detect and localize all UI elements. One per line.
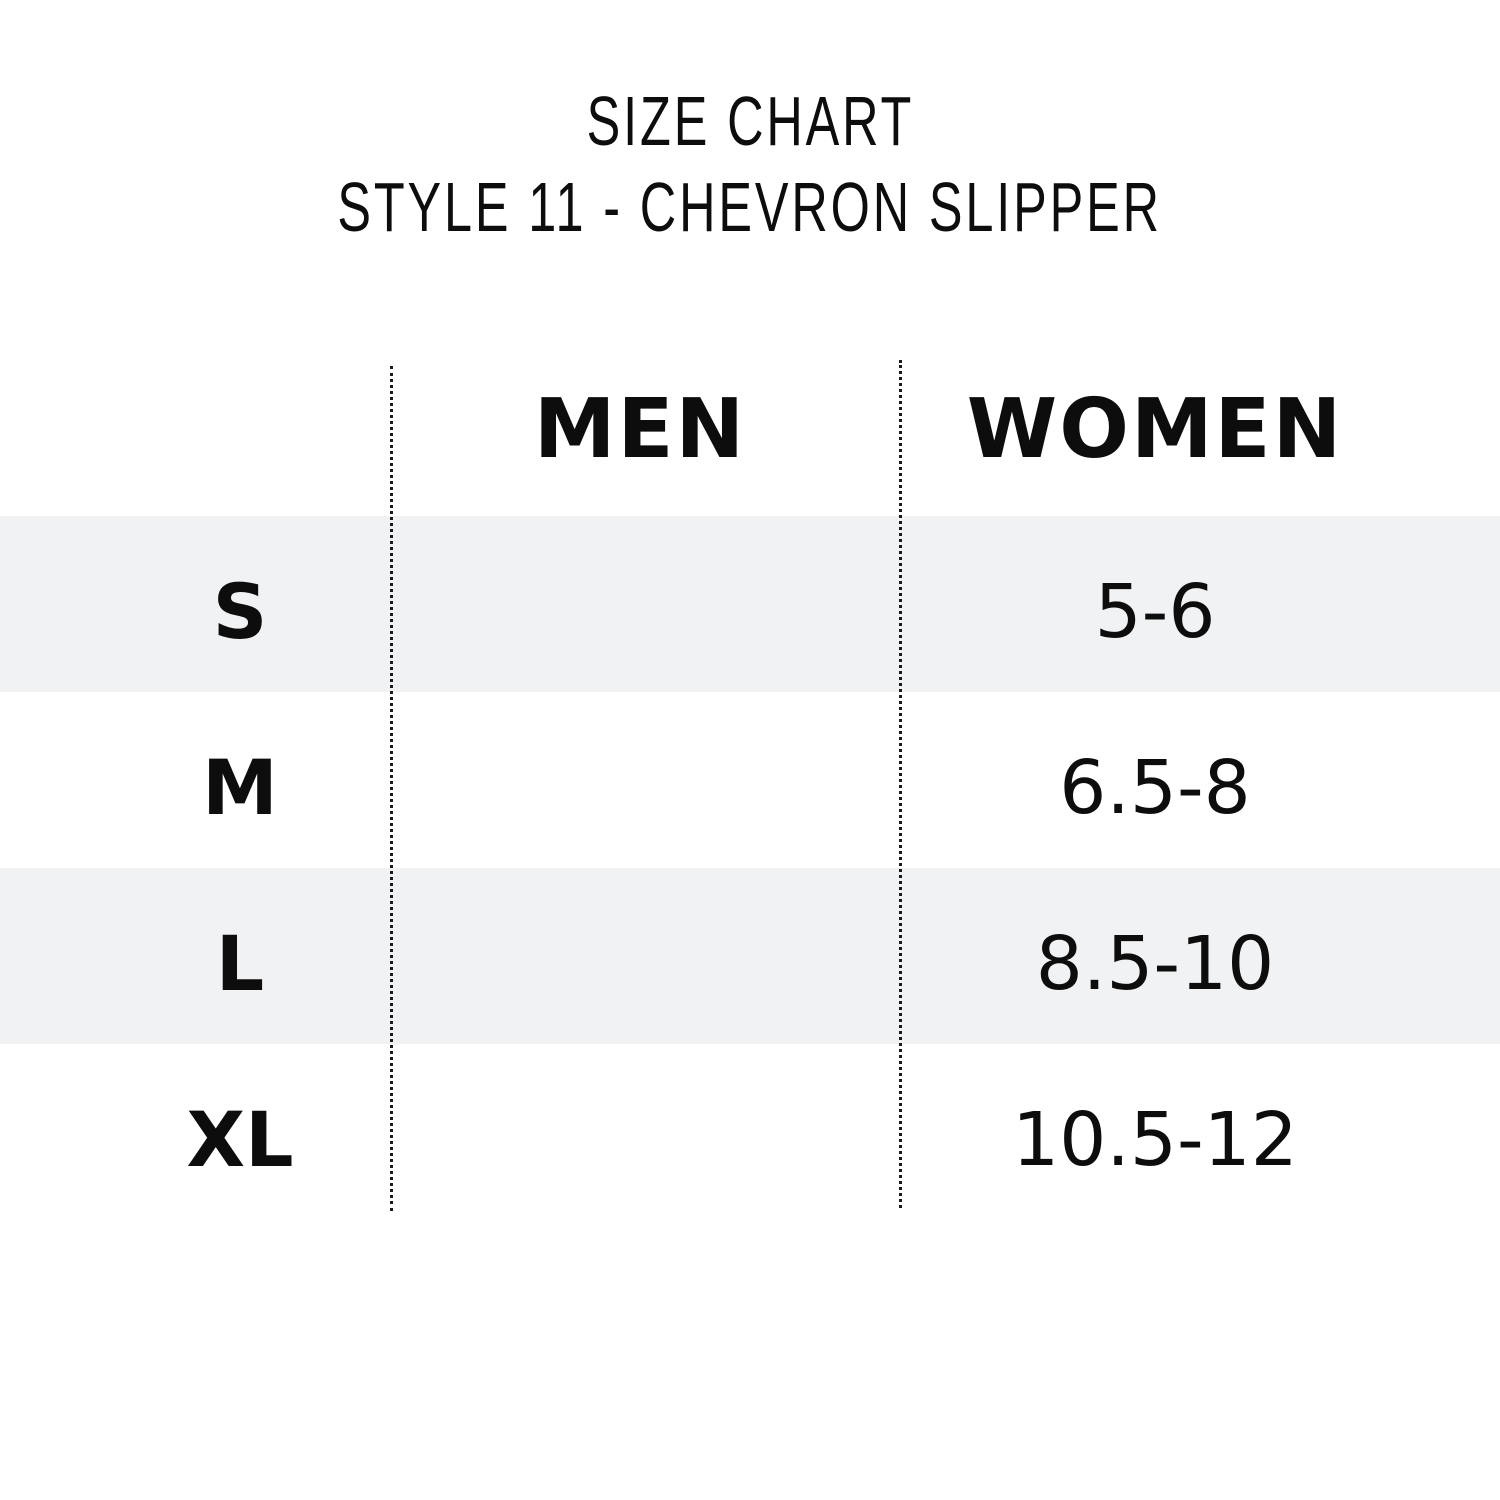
size-label: M xyxy=(202,743,278,832)
row-stripe xyxy=(0,868,1500,1044)
size-label: S xyxy=(212,567,268,656)
size-chart-title: SIZE CHART xyxy=(0,86,1500,156)
size-label: L xyxy=(215,919,265,1008)
size-label: XL xyxy=(186,1095,294,1184)
header-women: WOMEN xyxy=(966,382,1344,477)
women-size: 6.5-8 xyxy=(1059,745,1251,831)
row-stripe xyxy=(0,516,1500,692)
header-men: MEN xyxy=(533,382,747,477)
style-subtitle: STYLE 11 - CHEVRON SLIPPER xyxy=(0,172,1500,242)
title-line-1: SIZE CHART xyxy=(586,82,914,160)
women-size: 10.5-12 xyxy=(1012,1097,1298,1183)
women-size: 8.5-10 xyxy=(1035,921,1275,1007)
women-size: 5-6 xyxy=(1094,569,1216,655)
title-line-2: STYLE 11 - CHEVRON SLIPPER xyxy=(337,168,1163,246)
column-divider xyxy=(390,366,393,1211)
column-divider xyxy=(899,360,902,1208)
